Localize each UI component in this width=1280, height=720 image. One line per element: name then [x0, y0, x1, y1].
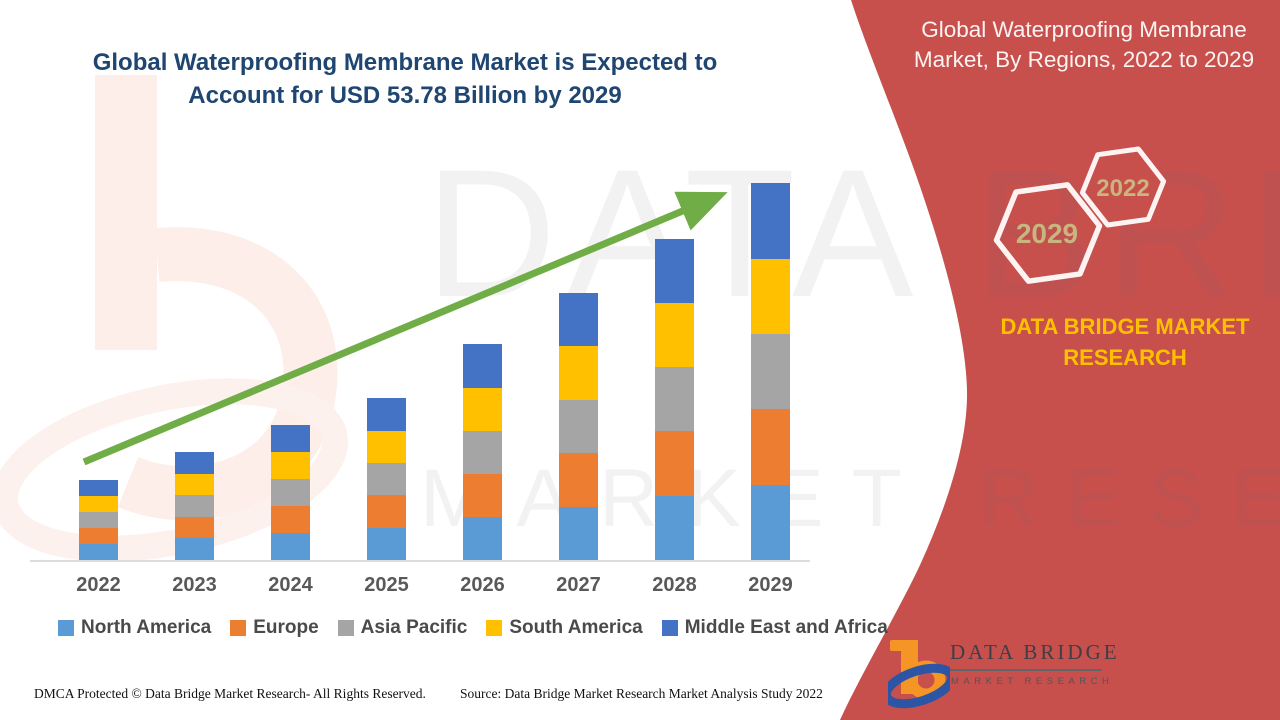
bar-segment-north-america	[751, 484, 790, 560]
logo-name: DATA BRIDGE	[950, 640, 1120, 664]
brand-text: DATA BRIDGE MARKET RESEARCH	[970, 311, 1280, 373]
bar-segment-europe	[79, 527, 118, 544]
bar-segment-south-america	[271, 451, 310, 479]
bar-segment-middle-east-and-africa	[271, 424, 310, 452]
bar-segment-asia-pacific	[559, 399, 598, 454]
bar-2022	[79, 479, 118, 560]
bar-segment-north-america	[271, 532, 310, 560]
footer-dmca: DMCA Protected © Data Bridge Market Rese…	[34, 686, 426, 701]
x-axis-label-2027: 2027	[556, 574, 601, 596]
logo-rule	[950, 669, 1102, 671]
bar-2025	[367, 398, 406, 560]
hexagon-2029	[993, 182, 1103, 284]
x-axis-label-2029: 2029	[748, 574, 793, 596]
hexagon-2022	[1079, 146, 1167, 228]
bar-segment-south-america	[463, 387, 502, 431]
legend-item-south-america: South America	[486, 617, 643, 639]
bar-segment-middle-east-and-africa	[463, 344, 502, 388]
bar-segment-south-america	[559, 346, 598, 400]
x-axis-label-2022: 2022	[76, 574, 121, 596]
legend-label: North America	[81, 617, 212, 638]
logo-tagline: MARKET RESEARCH	[951, 676, 1114, 687]
panel-title-line1: Global Waterproofing Membrane	[921, 17, 1247, 42]
bar-segment-asia-pacific	[655, 367, 694, 432]
x-axis-label-2028: 2028	[652, 574, 697, 596]
x-axis-label-2024: 2024	[268, 574, 313, 596]
chart-legend: North America Europe Asia Pacific South Ame…	[58, 617, 888, 639]
bar-segment-europe	[463, 473, 502, 517]
x-axis-label-2026: 2026	[460, 574, 505, 596]
legend-label: South America	[509, 617, 643, 638]
bar-segment-europe	[271, 505, 310, 533]
bar-2029	[751, 183, 790, 560]
legend-item-north-america: North America	[58, 617, 211, 639]
bar-2023	[175, 452, 214, 560]
panel-title-line2: Market, By Regions, 2022 to 2029	[913, 47, 1255, 72]
footer-source: Source: Data Bridge Market Research Mark…	[460, 686, 823, 701]
legend-label: Europe	[253, 617, 319, 638]
bar-segment-middle-east-and-africa	[751, 183, 790, 259]
bar-segment-europe	[751, 409, 790, 485]
bar-segment-middle-east-and-africa	[655, 238, 694, 303]
bar-segment-middle-east-and-africa	[175, 452, 214, 474]
x-axis-label-2025: 2025	[364, 574, 409, 596]
bar-segment-europe	[175, 516, 214, 539]
legend-swatch	[58, 620, 74, 636]
bar-segment-north-america	[559, 506, 598, 560]
bar-2026	[463, 344, 502, 560]
legend-label: Middle East and Africa	[684, 617, 888, 638]
bar-2024	[271, 424, 310, 560]
bar-segment-south-america	[175, 473, 214, 496]
bar-segment-south-america	[655, 302, 694, 368]
bar-2027	[559, 292, 598, 560]
red-panel-shape	[840, 0, 1280, 720]
bar-segment-south-america	[751, 258, 790, 335]
bar-segment-north-america	[655, 495, 694, 560]
bar-segment-north-america	[79, 543, 118, 560]
legend-swatch	[230, 620, 247, 636]
bar-segment-south-america	[367, 430, 406, 463]
bar-segment-asia-pacific	[463, 430, 502, 474]
page-title-line2: Account for USD 53.78 Billion by 2029	[188, 82, 622, 109]
page-title: Global Waterproofing Membrane Market is …	[70, 46, 740, 112]
bar-segment-europe	[367, 495, 406, 528]
bar-segment-asia-pacific	[367, 463, 406, 496]
bar-segment-north-america	[367, 527, 406, 560]
bar-segment-south-america	[79, 495, 118, 512]
bar-segment-north-america	[175, 538, 214, 560]
bar-2028	[655, 238, 694, 560]
bar-segment-europe	[559, 453, 598, 507]
bar-segment-europe	[655, 431, 694, 496]
legend-swatch	[486, 620, 503, 636]
legend-swatch	[661, 620, 678, 636]
bar-segment-asia-pacific	[751, 334, 790, 410]
databridge-logo: DATA BRIDGE MARKET RESEARCH	[881, 632, 1120, 712]
bar-segment-north-america	[463, 516, 502, 560]
bar-segment-middle-east-and-africa	[367, 398, 406, 431]
legend-item-middle-east-and-africa: Middle East and Africa	[661, 617, 888, 639]
bar-segment-asia-pacific	[79, 511, 118, 528]
panel-title: Global Waterproofing Membrane Market, By…	[888, 15, 1280, 75]
bar-segment-middle-east-and-africa	[559, 292, 598, 347]
legend-swatch	[337, 620, 354, 636]
x-axis-label-2023: 2023	[172, 574, 217, 596]
legend-item-asia-pacific: Asia Pacific	[337, 617, 468, 639]
page-title-line1: Global Waterproofing Membrane Market is …	[92, 49, 718, 76]
bar-segment-asia-pacific	[271, 478, 310, 506]
databridge-logo-icon	[881, 640, 957, 709]
bar-segment-asia-pacific	[175, 495, 214, 517]
legend-label: Asia Pacific	[360, 617, 468, 638]
hexagon-2029-label: 2029	[1016, 218, 1078, 249]
hexagon-2022-label: 2022	[1096, 175, 1149, 202]
brand-text-line2: RESEARCH	[1063, 345, 1187, 370]
x-axis-line	[30, 560, 810, 562]
bar-segment-middle-east-and-africa	[79, 479, 118, 496]
brand-text-line1: DATA BRIDGE MARKET	[1000, 314, 1250, 339]
hexagon-badges: 2029 2022	[993, 146, 1167, 284]
legend-item-europe: Europe	[230, 617, 319, 639]
